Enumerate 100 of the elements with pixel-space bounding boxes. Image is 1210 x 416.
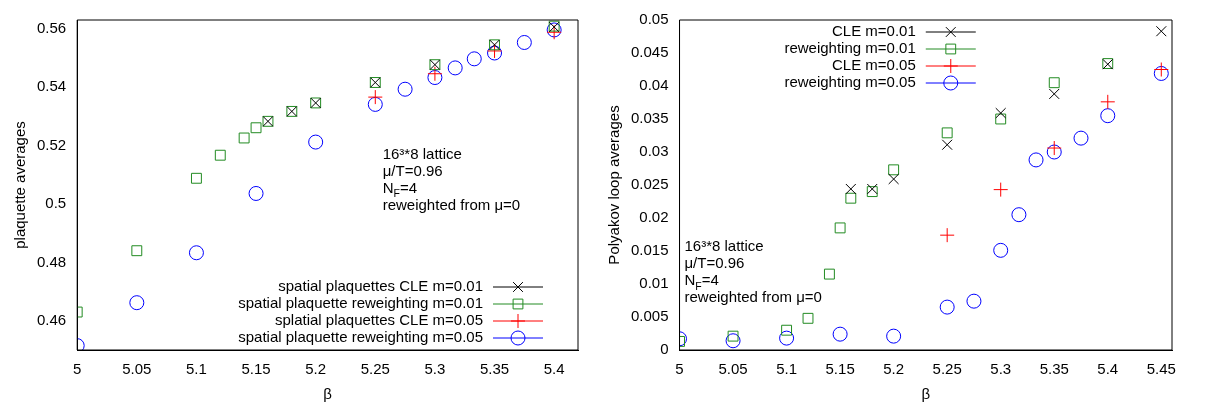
point (427, 66, 443, 82)
y-tick-label: 0 (660, 340, 669, 358)
point (466, 51, 482, 67)
point (188, 245, 204, 261)
legend-label: CLE m=0.01 (831, 22, 916, 40)
x-tick-label: 5.25 (360, 360, 390, 378)
point (308, 134, 324, 150)
point (248, 185, 264, 201)
point (781, 324, 793, 336)
point (1011, 207, 1027, 223)
point (131, 245, 143, 257)
y-axis-title: plaquette averages (11, 121, 29, 249)
x-tick-label: 5.45 (1146, 360, 1176, 378)
y-tick-label: 0.54 (36, 77, 67, 95)
point (939, 299, 955, 315)
point (802, 312, 814, 324)
point (238, 132, 250, 144)
legend-label: spatial plaquette reweighting m=0.01 (238, 294, 483, 312)
y-tick-label: 0.5 (45, 194, 67, 212)
point (250, 122, 262, 134)
point (1048, 77, 1060, 89)
x-tick-label: 5 (73, 360, 82, 378)
point (367, 96, 383, 112)
x-tick-label: 5.35 (1039, 360, 1069, 378)
point (995, 107, 1007, 119)
y-tick-label: 0.04 (639, 76, 669, 94)
x-axis-title: β (323, 385, 333, 403)
y-tick-label: 0.02 (639, 208, 669, 226)
annotation: 16³*8 lattice (684, 237, 764, 254)
x-tick-label: 5.3 (990, 360, 1012, 378)
y-tick-label: 0.05 (639, 10, 669, 28)
point (886, 328, 902, 344)
annotation: μ/T=0.96 (684, 254, 745, 271)
point (993, 242, 1009, 258)
legend-label: spatial plaquette reweighting m=0.05 (238, 328, 483, 346)
y-axis-title: Polyakov loop averages (605, 105, 623, 265)
x-tick-label: 5 (675, 360, 684, 378)
point (727, 330, 739, 342)
point (1073, 130, 1089, 146)
legend-label: CLE m=0.05 (831, 56, 916, 74)
y-tick-label: 0.025 (630, 175, 669, 193)
point (1100, 94, 1116, 110)
point (1153, 65, 1169, 81)
x-tick-label: 5.05 (718, 360, 748, 378)
y-tick-label: 0.56 (36, 18, 67, 36)
point (845, 192, 857, 204)
legend-label: reweighting m=0.01 (784, 39, 916, 57)
point (1100, 108, 1116, 124)
point (1155, 25, 1167, 37)
y-tick-label: 0.48 (36, 252, 67, 270)
annotation: μ/T=0.96 (382, 161, 443, 179)
x-tick-label: 5.05 (122, 360, 152, 378)
legend-label: spatial plaquettes CLE m=0.01 (278, 277, 483, 295)
point (823, 268, 835, 280)
point (427, 70, 443, 86)
x-tick-label: 5.15 (825, 360, 855, 378)
point (834, 222, 846, 234)
point (447, 60, 463, 76)
annotation: 16³*8 lattice (382, 144, 462, 162)
x-tick-label: 5.35 (479, 360, 510, 378)
point (1153, 62, 1169, 77)
x-tick-label: 5.1 (776, 360, 798, 378)
point (941, 139, 953, 151)
point (939, 227, 955, 243)
x-tick-label: 5.25 (932, 360, 962, 378)
point (888, 164, 900, 176)
point (779, 330, 795, 346)
point (516, 34, 532, 50)
point (1046, 140, 1062, 156)
legend-label: reweighting m=0.05 (784, 73, 916, 91)
point (845, 183, 857, 195)
point (966, 293, 982, 309)
annotation: reweighted from μ=0 (684, 288, 822, 305)
point (941, 127, 953, 139)
point (725, 333, 741, 349)
point (888, 173, 900, 185)
point (1048, 88, 1060, 100)
y-tick-label: 0.46 (36, 310, 67, 328)
x-tick-label: 5.3 (424, 360, 446, 378)
point (995, 113, 1007, 125)
point (367, 89, 383, 105)
x-tick-label: 5.2 (883, 360, 905, 378)
point (1028, 152, 1044, 168)
x-tick-label: 5.4 (1097, 360, 1119, 378)
y-tick-label: 0.045 (630, 43, 669, 61)
x-tick-label: 5.15 (241, 360, 271, 378)
x-tick-label: 5.4 (543, 360, 565, 378)
point (832, 326, 848, 342)
y-tick-label: 0.035 (630, 109, 669, 127)
y-tick-label: 0.015 (630, 241, 669, 259)
point (397, 81, 413, 97)
x-tick-label: 5.2 (305, 360, 327, 378)
point (190, 172, 202, 184)
point (129, 295, 145, 311)
y-tick-label: 0.52 (36, 135, 67, 153)
point (214, 149, 226, 161)
x-axis-title: β (921, 385, 931, 403)
y-tick-label: 0.03 (639, 142, 669, 160)
point (993, 182, 1009, 198)
y-tick-label: 0.01 (639, 274, 669, 292)
